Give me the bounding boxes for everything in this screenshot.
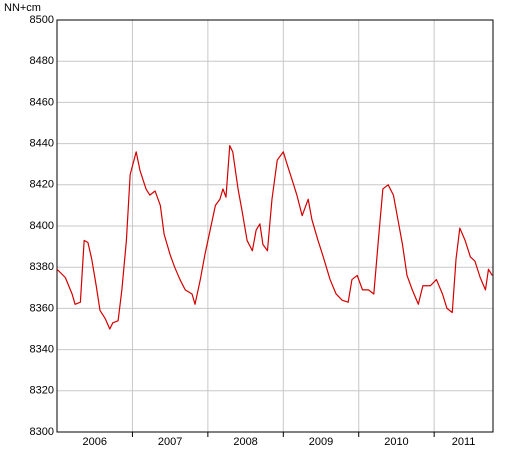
y-tick-label: 8340 [30,344,54,356]
x-tick-label: 2010 [384,436,408,448]
y-tick-label: 8360 [30,302,54,314]
x-tick-label: 2006 [82,436,106,448]
y-tick-label: 8420 [30,179,54,191]
y-tick-label: 8460 [30,96,54,108]
y-tick-label: 8500 [30,14,54,26]
y-tick-label: 8480 [30,55,54,67]
x-tick-label: 2009 [309,436,333,448]
plot-frame [56,19,494,433]
y-tick-label: 8320 [30,385,54,397]
y-axis-label: NN+cm [4,2,41,14]
y-tick-label: 8300 [30,426,54,438]
x-tick-label: 2008 [233,436,257,448]
data-line [56,145,493,330]
y-tick-label: 8400 [30,220,54,232]
y-tick-label: 8440 [30,138,54,150]
y-tick-label: 8380 [30,261,54,273]
x-tick-label: 2007 [158,436,182,448]
x-tick-label: 2011 [452,436,476,448]
